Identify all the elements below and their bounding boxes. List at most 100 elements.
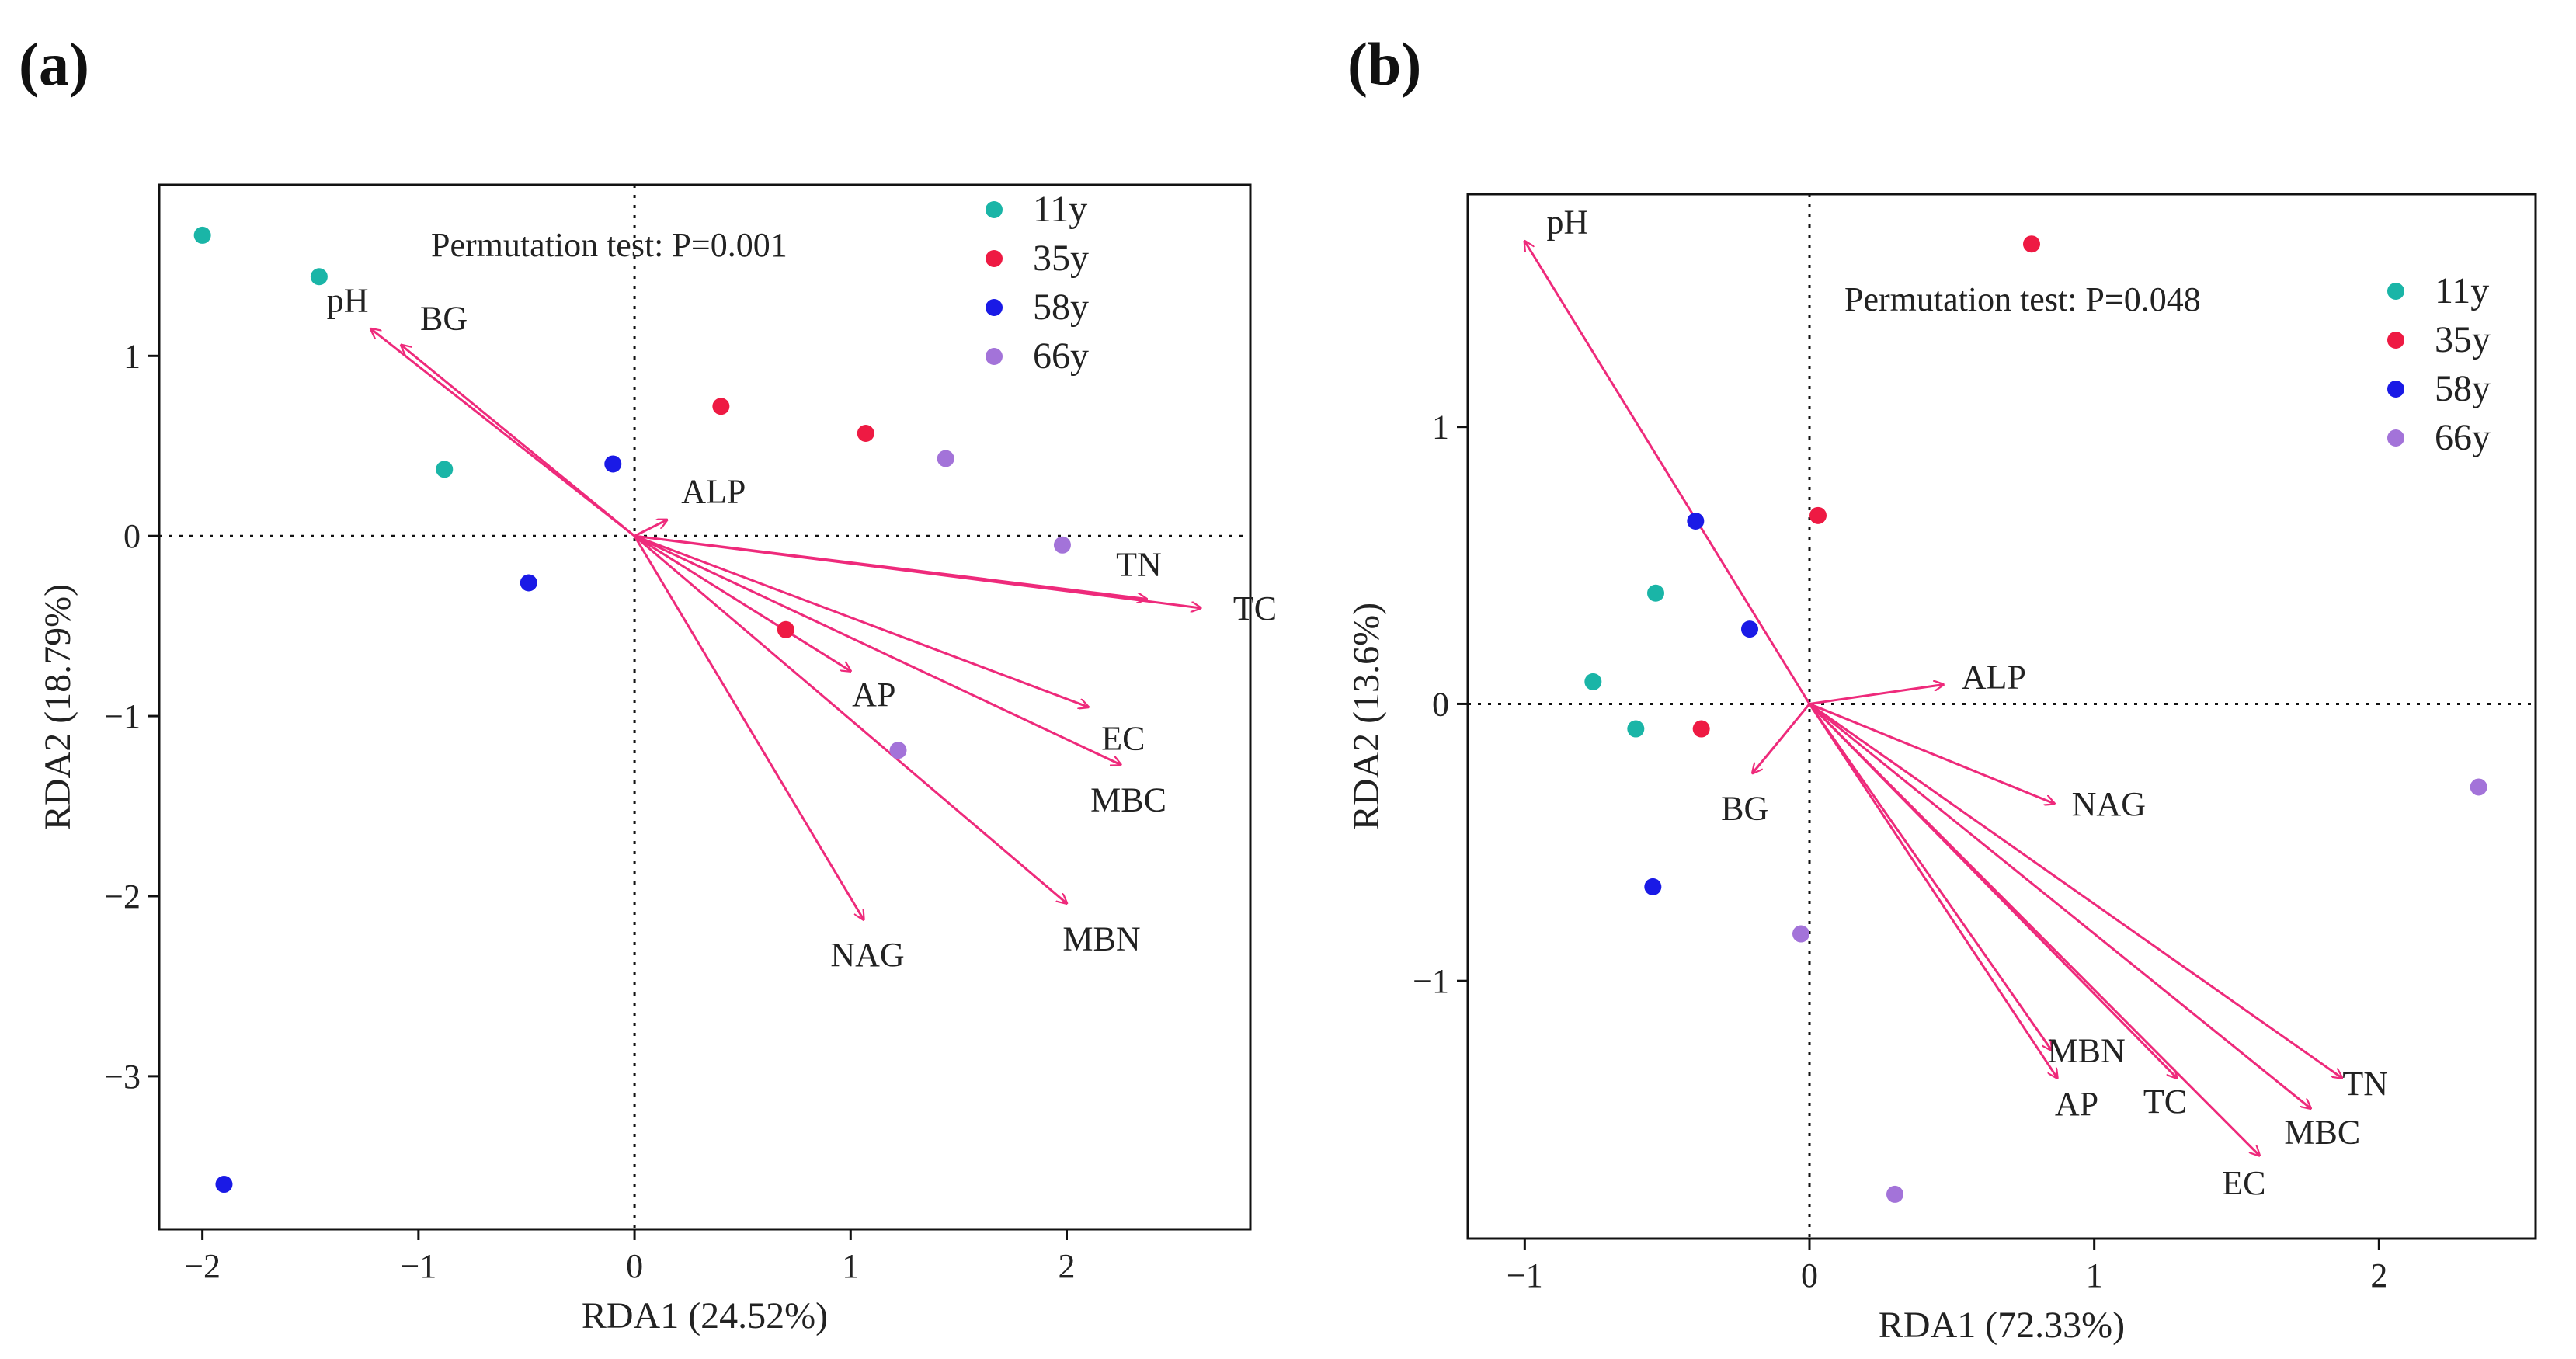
legend-marker-11y (986, 201, 1003, 218)
x-tick-label: −2 (184, 1247, 221, 1285)
vector-label-mbc: MBC (1090, 781, 1166, 819)
rda-plot-b: −1 0 1 2 −1 0 1 RDA1 (72.33%) RDA2 (13.6%) pH ALP B… (1346, 193, 2537, 1346)
vector-label-ec: EC (2222, 1164, 2265, 1202)
x-tick-label: 2 (2370, 1256, 2387, 1295)
legend-label-58y: 58y (1033, 287, 1089, 328)
point-66y (889, 742, 907, 759)
legend-marker-11y (2387, 283, 2404, 300)
point-35y (712, 398, 730, 415)
legend-marker-58y (986, 299, 1003, 316)
point-35y (1809, 506, 1827, 524)
vector-mbc (634, 534, 1121, 765)
legend-marker-66y (2387, 429, 2404, 447)
vector-bg (402, 345, 636, 537)
vector-alp (1809, 684, 1943, 705)
panel-label-a: (a) (19, 30, 89, 98)
vector-label-mbc: MBC (2284, 1113, 2360, 1151)
y-axis-title: RDA2 (18.79%) (37, 584, 78, 830)
y-tick-label: −3 (104, 1058, 141, 1096)
legend-marker-66y (986, 348, 1003, 365)
legend-label-66y: 66y (2435, 417, 2491, 458)
vector-label-ph: pH (327, 282, 369, 320)
y-tick-label: −1 (1413, 962, 1449, 1000)
panel-label-b: (b) (1347, 30, 1422, 98)
vector-mbn (1808, 703, 2052, 1050)
y-tick-label: −2 (104, 878, 141, 916)
point-11y (310, 268, 328, 286)
y-tick-label: 0 (1432, 685, 1449, 723)
x-tick-label: −1 (1507, 1256, 1543, 1295)
vector-ec (634, 534, 1088, 707)
vector-ph (1524, 242, 1811, 705)
vector-label-mbn: MBN (2048, 1031, 2126, 1069)
y-axis-title: RDA2 (13.6%) (1346, 603, 1387, 830)
vector-label-tc: TC (1233, 589, 1277, 627)
legend-label-11y: 11y (2435, 270, 2489, 311)
point-11y (1647, 584, 1664, 602)
y-tick-label: 1 (1432, 408, 1449, 447)
point-58y (520, 574, 537, 592)
point-11y (436, 461, 454, 478)
legend-label-66y: 66y (1033, 335, 1089, 377)
plot-frame (158, 183, 1252, 1231)
x-tick-label: 0 (626, 1247, 643, 1285)
y-tick-label: 1 (123, 337, 141, 375)
legend-marker-58y (2387, 381, 2404, 398)
vector-label-alp: ALP (681, 472, 746, 510)
point-35y (1692, 720, 1710, 738)
point-35y (777, 620, 794, 638)
x-tick-label: 1 (2086, 1256, 2103, 1295)
x-axis-title: RDA1 (24.52%) (582, 1295, 828, 1336)
rda-plot-a: −2 −1 0 1 2 −3 −2 −1 0 1 RDA1 (24.52%) RDA2 (18.79%… (37, 183, 1277, 1336)
vector-tc (1808, 703, 2177, 1078)
permutation-test-label: Permutation test: P=0.048 (1844, 280, 2201, 318)
y-tick-label: 0 (123, 517, 141, 555)
legend-marker-35y (2387, 332, 2404, 349)
y-tick-label: −1 (104, 697, 141, 735)
point-66y (1792, 925, 1809, 943)
vector-ap (634, 534, 850, 671)
x-tick-label: −1 (400, 1247, 436, 1285)
vector-label-bg: BG (420, 299, 468, 337)
vector-label-tc: TC (2143, 1083, 2187, 1121)
vector-label-mbn: MBN (1062, 919, 1140, 958)
vector-label-ap: AP (2055, 1085, 2098, 1123)
vector-alp (634, 520, 667, 537)
point-11y (193, 226, 211, 244)
point-11y (1627, 720, 1645, 738)
point-58y (1644, 878, 1662, 895)
vector-tn (1809, 703, 2342, 1078)
vector-label-nag: NAG (2072, 785, 2146, 823)
point-58y (1687, 512, 1705, 530)
x-tick-label: 0 (1801, 1256, 1818, 1295)
legend-label-11y: 11y (1033, 189, 1087, 230)
point-35y (2023, 235, 2040, 253)
point-35y (857, 425, 874, 443)
vector-label-ap: AP (852, 676, 895, 714)
plot-frame (1466, 193, 2537, 1240)
point-58y (604, 455, 622, 473)
legend-label-35y: 35y (2435, 319, 2491, 360)
vector-label-ph: pH (1546, 203, 1588, 242)
vector-label-nag: NAG (830, 936, 904, 974)
x-tick-label: 2 (1059, 1247, 1076, 1285)
point-66y (1053, 536, 1071, 554)
vector-label-tn: TN (1116, 545, 1162, 583)
vector-mbc (1809, 703, 2310, 1108)
point-66y (2470, 778, 2487, 796)
legend-marker-35y (986, 250, 1003, 267)
permutation-test-label: Permutation test: P=0.001 (431, 226, 787, 264)
vector-label-alp: ALP (1962, 658, 2026, 696)
point-66y (937, 450, 954, 467)
point-11y (1584, 673, 1602, 690)
legend-label-35y: 35y (1033, 238, 1089, 279)
point-58y (215, 1176, 233, 1194)
x-axis-title: RDA1 (72.33%) (1879, 1305, 2125, 1346)
x-tick-label: 1 (842, 1247, 859, 1285)
vector-label-tn: TN (2342, 1065, 2388, 1103)
vector-bg (1753, 703, 1811, 773)
vector-nag (1809, 703, 2054, 803)
vector-ap (1808, 703, 2057, 1078)
point-66y (1886, 1185, 1903, 1203)
